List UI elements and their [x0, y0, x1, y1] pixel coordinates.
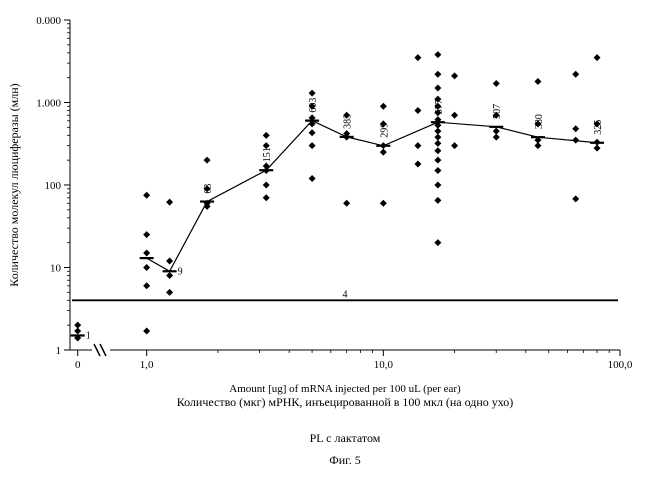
median-label: 380	[534, 114, 545, 129]
x-axis-label-ru: Количество (мкг) мРНК, инъецированной в …	[177, 395, 514, 409]
median-label: 63	[203, 184, 214, 194]
median-marker	[340, 136, 354, 138]
x-tick-label: 1,0	[140, 359, 154, 371]
median-label: 299	[379, 123, 390, 138]
median-label: 325	[593, 120, 604, 135]
y-tick-label: 10	[50, 263, 62, 275]
median-marker	[163, 270, 177, 272]
figure-label: Фиг. 5	[329, 453, 360, 467]
median-label: 603	[308, 98, 319, 113]
x-tick-label: 0	[75, 359, 81, 371]
chart-container: 1 10 100 1.000 0.000 0 1,0 10,0 100,0 4 1 9 63 151 603…	[0, 0, 649, 500]
median-marker	[431, 121, 445, 123]
x-axis-label-en: Amount [ug] of mRNA injected per 100 uL …	[229, 383, 461, 395]
median-label: 9	[178, 266, 183, 277]
median-marker	[376, 145, 390, 147]
subtitle: PL с лактатом	[310, 431, 381, 445]
median-label: 577	[434, 99, 445, 114]
median-marker	[140, 257, 154, 259]
x-tick-label: 10,0	[374, 359, 394, 371]
median-label: 1	[86, 330, 91, 341]
median-label: 151	[262, 147, 273, 162]
baseline-label: 4	[343, 289, 348, 300]
y-tick-label: 1	[56, 345, 62, 357]
median-marker	[200, 200, 214, 202]
median-marker	[259, 169, 273, 171]
median-marker	[590, 142, 604, 144]
y-tick-label: 1.000	[36, 98, 61, 110]
y-axis-label: Количество молекул люциферазы (млн)	[7, 83, 21, 286]
median-marker	[71, 334, 85, 336]
plot-bg	[0, 0, 649, 500]
median-marker	[305, 120, 319, 122]
y-tick-label: 0.000	[36, 15, 61, 27]
y-tick-label: 100	[45, 180, 62, 192]
x-tick-label: 100,0	[608, 359, 633, 371]
median-label: 507	[492, 104, 503, 119]
median-marker	[489, 126, 503, 128]
median-marker	[531, 136, 545, 138]
chart-svg: 1 10 100 1.000 0.000 0 1,0 10,0 100,0 4 1 9 63 151 603…	[0, 0, 649, 500]
median-label: 383	[343, 114, 354, 129]
